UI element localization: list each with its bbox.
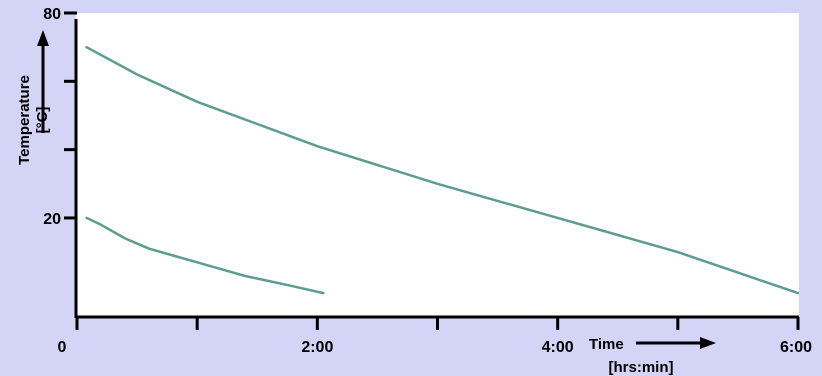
series-line-2 xyxy=(85,216,325,295)
x-axis-arrow-icon xyxy=(636,337,716,349)
y-axis-title: Temperature [°C] xyxy=(16,75,51,165)
series-line-1 xyxy=(85,45,800,295)
series-lines xyxy=(85,45,800,295)
x-tick-label: 4:00 xyxy=(542,339,574,356)
y-axis-arrow-icon xyxy=(37,30,49,133)
x-axis-ticks: 0 2:00 4:00 6:00 xyxy=(58,317,812,356)
y-axis-label: Temperature xyxy=(16,75,33,165)
y-tick-label: 80 xyxy=(43,6,61,23)
x-axis-unit: [hrs:min] xyxy=(609,359,674,376)
x-tick-label: 6:00 xyxy=(780,339,812,356)
y-tick-label: 20 xyxy=(43,211,61,228)
plot-area xyxy=(76,13,799,317)
x-tick-label: 0 xyxy=(58,339,67,356)
x-tick-label: 2:00 xyxy=(301,339,333,356)
x-axis-label: Time xyxy=(589,336,624,353)
